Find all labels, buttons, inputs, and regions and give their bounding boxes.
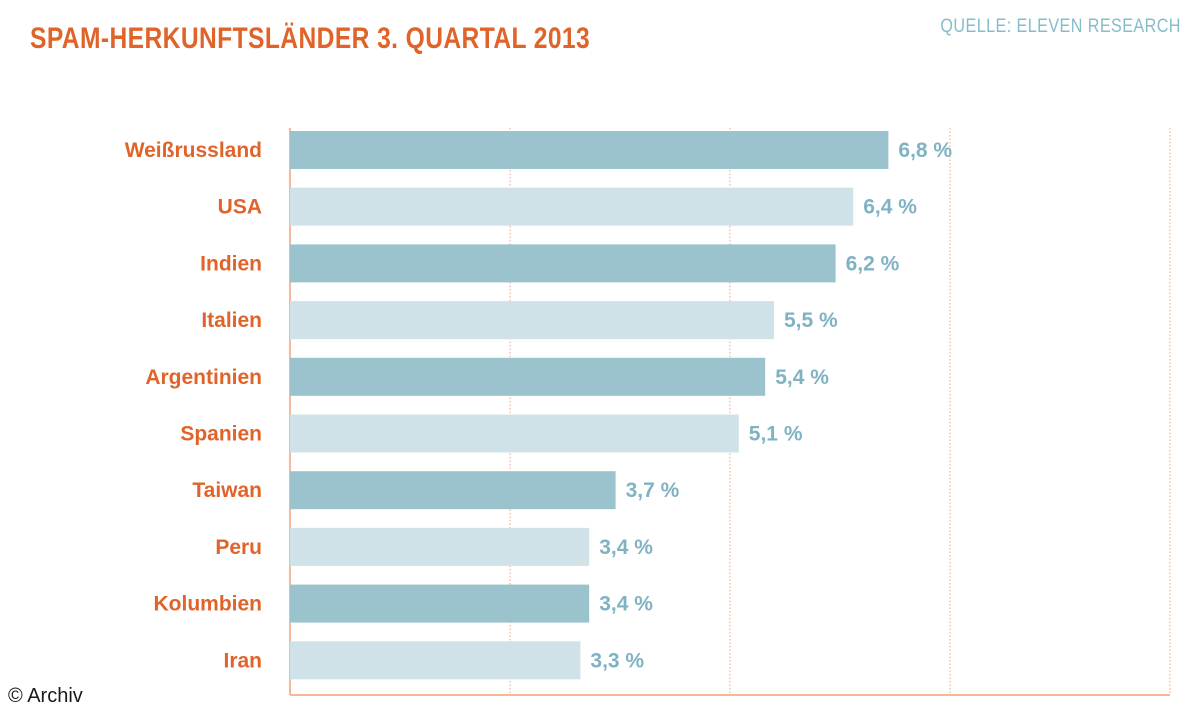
bar-9	[290, 584, 590, 623]
category-label-2: USA	[218, 196, 262, 219]
bar-7	[290, 471, 616, 510]
value-label-10: 3,3 %	[590, 649, 644, 672]
chart-title: SPAM-HERKUNFTSLÄNDER 3. QUARTAL 2013	[30, 22, 591, 55]
bar-6	[290, 414, 739, 453]
category-label-9: Kolumbien	[154, 593, 263, 616]
category-label-4: Italien	[201, 309, 262, 332]
chart-source: QUELLE: ELEVEN RESEARCH	[940, 16, 1181, 37]
value-label-5: 5,4 %	[775, 366, 829, 389]
bar-4	[290, 301, 774, 340]
bar-8	[290, 527, 590, 566]
bar-5	[290, 357, 766, 396]
bar-2	[290, 187, 854, 226]
category-label-8: Peru	[215, 536, 262, 559]
category-label-6: Spanien	[180, 423, 262, 446]
category-label-5: Argentinien	[145, 366, 262, 389]
value-label-7: 3,7 %	[626, 479, 680, 502]
value-label-9: 3,4 %	[599, 593, 653, 616]
value-label-2: 6,4 %	[863, 196, 917, 219]
category-label-7: Taiwan	[192, 479, 262, 502]
value-label-3: 6,2 %	[846, 252, 900, 275]
value-label-6: 5,1 %	[749, 423, 803, 446]
bar-1	[290, 131, 889, 169]
category-label-10: Iran	[223, 649, 262, 672]
copyright-notice: © Archiv	[8, 685, 83, 707]
category-label-3: Indien	[200, 252, 262, 275]
bar-3	[290, 244, 836, 283]
value-label-8: 3,4 %	[599, 536, 653, 559]
bar-10	[290, 641, 581, 680]
category-label-1: Weißrussland	[125, 139, 262, 162]
value-label-4: 5,5 %	[784, 309, 838, 332]
value-label-1: 6,8 %	[898, 139, 952, 162]
